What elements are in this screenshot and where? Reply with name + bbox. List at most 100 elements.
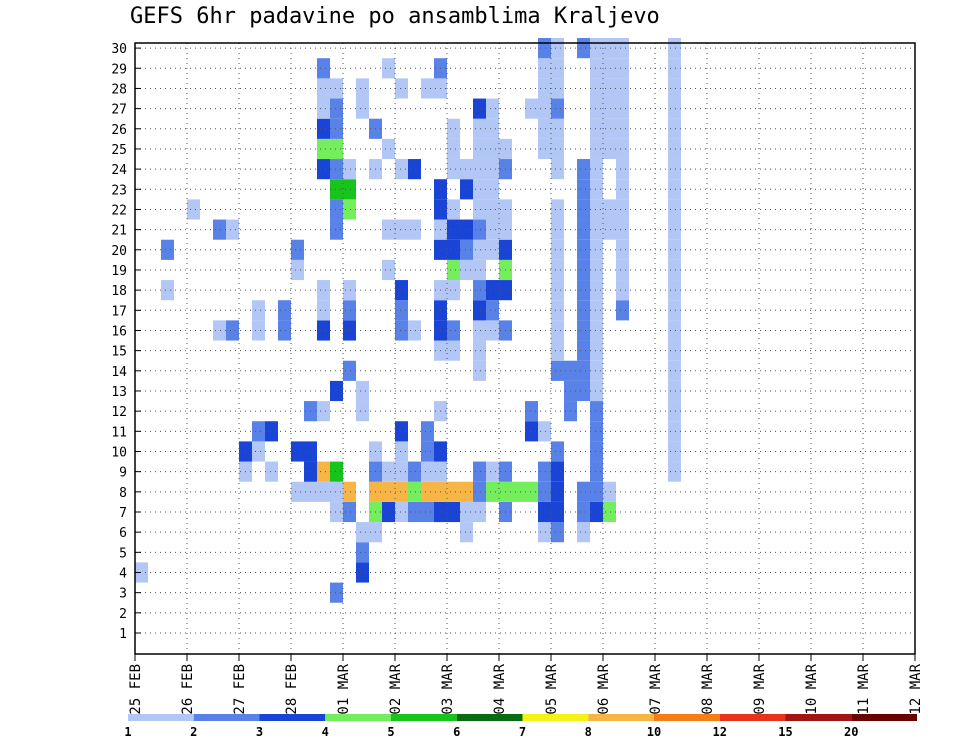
heatmap-cell (486, 239, 499, 260)
heatmap-cell (343, 159, 356, 180)
colorbar-label: 10 (647, 725, 661, 739)
heatmap-cell (382, 58, 395, 79)
heatmap-cell (408, 501, 421, 523)
colorbar-segment (719, 714, 786, 721)
heatmap-cell (538, 421, 551, 442)
heatmap-cell (408, 159, 421, 180)
heatmap-cell (616, 58, 629, 79)
heatmap-cell (395, 421, 408, 442)
heatmap-cell (421, 441, 434, 462)
heatmap-cell (395, 159, 408, 180)
y-tick-label: 24 (111, 163, 127, 178)
heatmap-cell (330, 461, 343, 482)
heatmap-cell (330, 219, 343, 240)
heatmap-cell (395, 501, 408, 523)
heatmap-cell (460, 159, 473, 180)
x-tick-label: 27 FEB (232, 664, 248, 715)
heatmap-cell (668, 340, 681, 361)
y-tick-label: 11 (111, 425, 127, 440)
colorbar-label: 5 (387, 725, 394, 739)
heatmap-cell (577, 38, 590, 59)
y-tick-label: 10 (111, 445, 127, 460)
heatmap-cell (486, 138, 499, 160)
heatmap-cell (590, 58, 603, 79)
heatmap-cell (317, 461, 330, 482)
heatmap-cell (551, 38, 564, 59)
heatmap-cell (551, 98, 564, 119)
heatmap-cell (668, 118, 681, 139)
heatmap-cell (395, 78, 408, 99)
heatmap-cell (551, 461, 564, 482)
heatmap-cell (382, 259, 395, 281)
heatmap-cell (317, 280, 330, 301)
heatmap-cell (616, 138, 629, 160)
heatmap-cell (538, 78, 551, 99)
heatmap-cell (551, 239, 564, 260)
y-tick-label: 27 (111, 103, 127, 118)
y-tick-label: 2 (119, 607, 127, 622)
heatmap-cell (408, 219, 421, 240)
heatmap-cell (538, 501, 551, 523)
heatmap-cell (551, 280, 564, 301)
heatmap-cell (343, 280, 356, 301)
heatmap-cell (590, 320, 603, 341)
heatmap-cell (473, 481, 486, 502)
colorbar-label: 3 (256, 725, 263, 739)
heatmap-cell (317, 98, 330, 119)
y-tick-label: 1 (119, 627, 127, 642)
colorbar-segment (522, 714, 589, 721)
colorbar-label: 8 (585, 725, 592, 739)
heatmap-cell (616, 280, 629, 301)
heatmap-cell (473, 360, 486, 381)
heatmap-cell (668, 380, 681, 402)
heatmap-cell (408, 320, 421, 341)
heatmap-cell (603, 501, 616, 523)
heatmap-cell (382, 461, 395, 482)
heatmap-cell (603, 38, 616, 59)
heatmap-cell (486, 199, 499, 220)
y-tick-label: 23 (111, 183, 127, 198)
colorbar-label: 12 (713, 725, 727, 739)
x-axis: 25 FEB 26 FEB 27 FEB 28 FEB 01 MAR 02 MAR 03 M… (128, 654, 924, 715)
heatmap-cell (525, 421, 538, 442)
heatmap-cell (551, 159, 564, 180)
heatmap-cell (252, 441, 265, 462)
heatmap-cell (343, 179, 356, 200)
heatmap-cell (252, 300, 265, 321)
y-tick-label: 26 (111, 123, 127, 138)
heatmap-cell (577, 340, 590, 361)
heatmap-cell (252, 320, 265, 341)
x-tick-label: 04 MAR (492, 663, 508, 714)
heatmap-cell (356, 98, 369, 119)
heatmap-cell (590, 401, 603, 422)
heatmap-cell (486, 159, 499, 180)
heatmap-cell (226, 219, 239, 240)
heatmap-cell (668, 199, 681, 220)
heatmap-cell (278, 320, 291, 341)
y-tick-label: 7 (119, 506, 127, 521)
heatmap-cell (590, 38, 603, 59)
heatmap-cell (161, 280, 174, 301)
heatmap-cell (330, 78, 343, 99)
heatmap-cell (603, 219, 616, 240)
heatmap-cell (551, 219, 564, 240)
heatmap-cell (668, 401, 681, 422)
heatmap-cell (317, 58, 330, 79)
heatmap-cell (577, 219, 590, 240)
x-tick-label: 25 FEB (128, 664, 144, 715)
heatmap-cell (473, 239, 486, 260)
y-tick-label: 22 (111, 203, 127, 218)
heatmap-cell (551, 522, 564, 543)
heatmap-cell (616, 78, 629, 99)
heatmap-cell (330, 199, 343, 220)
heatmap-cell (486, 280, 499, 301)
heatmap-cell (460, 259, 473, 281)
heatmap-cell (551, 300, 564, 321)
heatmap-cell (577, 360, 590, 381)
heatmap-cell (668, 179, 681, 200)
x-tick-label: 11 MAR (856, 663, 872, 714)
heatmap-cell (382, 501, 395, 523)
heatmap-cell (590, 259, 603, 281)
heatmap-cell (577, 259, 590, 281)
